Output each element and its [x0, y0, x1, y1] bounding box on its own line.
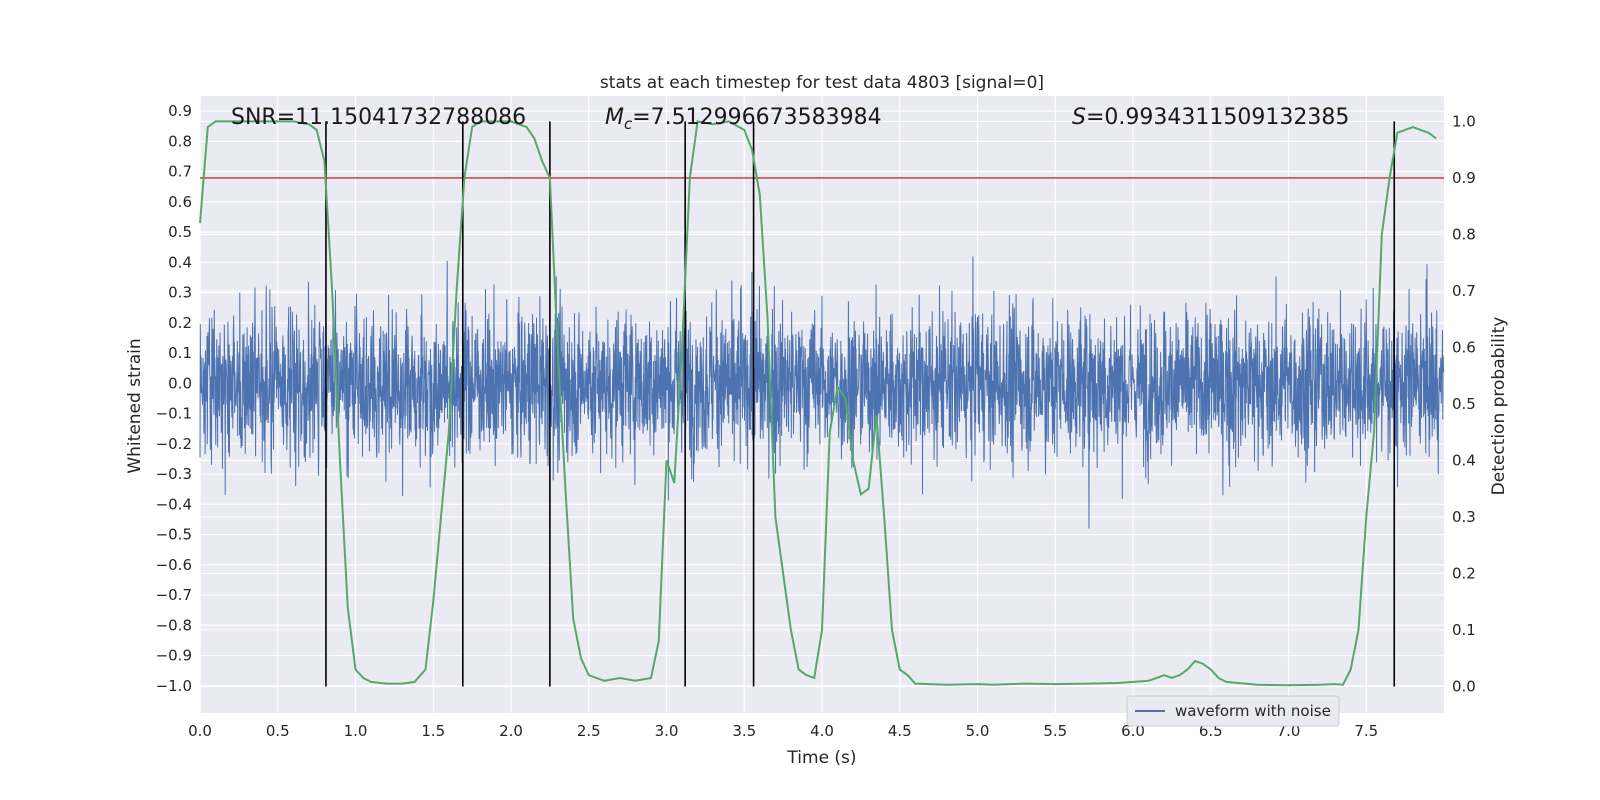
chirp-mass-symbol: M — [605, 105, 624, 130]
y-left-tick-label: 0.3 — [168, 284, 192, 302]
x-tick-label: 1.5 — [421, 722, 445, 740]
y-left-tick-label: −0.5 — [156, 526, 192, 544]
x-tick-label: 2.0 — [499, 722, 523, 740]
y-left-tick-label: −0.9 — [156, 647, 192, 665]
chart-title: stats at each timestep for test data 480… — [600, 73, 1044, 93]
y-left-tick-label: 0.7 — [168, 163, 192, 181]
s-value: =0.9934311509132385 — [1086, 105, 1349, 130]
x-tick-label: 1.0 — [344, 722, 368, 740]
y-right-tick-label: 0.2 — [1452, 564, 1476, 582]
y-right-tick-label: 1.0 — [1452, 112, 1476, 130]
snr-annotation: SNR=11.15041732788086 — [231, 105, 526, 130]
y-left-axis-label: Whitened strain — [125, 338, 145, 473]
detection-probability-line — [199, 120, 1437, 687]
y-right-tick-label: 0.8 — [1452, 225, 1476, 243]
s-annotation: S=0.9934311509132385 — [1072, 105, 1349, 130]
y-left-tick-labels: 0.9 0.8 0.7 0.6 0.5 0.4 0.3 0.2 0.1 0.0 −0.1 −0.2 −0… — [156, 102, 192, 695]
chirp-mass-annotation: Mc=7.512996673583984 — [605, 105, 882, 133]
y-left-tick-label: −0.3 — [156, 465, 192, 483]
x-tick-label: 7.5 — [1354, 722, 1378, 740]
y-right-tick-labels: 1.0 0.9 0.8 0.7 0.6 0.5 0.4 0.3 0.2 0.1 0.0 — [1452, 112, 1476, 695]
y-right-tick-label: 0.9 — [1452, 169, 1476, 187]
noise-series-layer — [199, 256, 1445, 529]
y-left-tick-label: −0.2 — [156, 435, 192, 453]
y-right-tick-label: 0.0 — [1452, 677, 1476, 695]
y-right-tick-label: 0.5 — [1452, 395, 1476, 413]
y-right-tick-label: 0.4 — [1452, 451, 1476, 469]
probability-series-layer — [199, 120, 1437, 687]
waveform-noise-line — [199, 256, 1445, 529]
y-right-axis-label: Detection probability — [1489, 317, 1509, 496]
y-left-tick-label: 0.4 — [168, 253, 192, 271]
y-left-tick-label: −0.1 — [156, 405, 192, 423]
y-left-tick-label: −1.0 — [156, 677, 192, 695]
x-tick-label: 4.5 — [888, 722, 912, 740]
y-left-tick-label: −0.8 — [156, 616, 192, 634]
y-left-tick-label: 0.8 — [168, 132, 192, 150]
y-right-tick-label: 0.3 — [1452, 508, 1476, 526]
x-tick-label: 4.0 — [810, 722, 834, 740]
s-symbol: S — [1072, 105, 1086, 130]
y-left-tick-label: −0.7 — [156, 586, 192, 604]
legend-box — [1126, 695, 1340, 727]
y-left-tick-label: −0.6 — [156, 556, 192, 574]
chirp-mass-subscript: c — [624, 115, 633, 133]
y-right-tick-label: 0.1 — [1452, 621, 1476, 639]
y-left-tick-label: 0.6 — [168, 193, 192, 211]
x-tick-label: 5.5 — [1043, 722, 1067, 740]
y-left-tick-label: −0.4 — [156, 495, 192, 513]
x-tick-label: 3.0 — [655, 722, 679, 740]
x-tick-label: 2.5 — [577, 722, 601, 740]
y-left-tick-label: 0.9 — [168, 102, 192, 120]
x-tick-label: 3.5 — [732, 722, 756, 740]
chirp-mass-value: =7.512996673583984 — [632, 105, 881, 130]
legend: waveform with noise — [1126, 695, 1340, 727]
y-right-tick-label: 0.7 — [1452, 282, 1476, 300]
x-tick-label: 0.0 — [188, 722, 212, 740]
x-tick-label: 5.0 — [966, 722, 990, 740]
x-axis-label: Time (s) — [786, 748, 856, 768]
vertical-marker-layer — [325, 121, 1396, 687]
y-left-tick-label: 0.2 — [168, 314, 192, 332]
x-tick-label: 0.5 — [266, 722, 290, 740]
y-left-tick-label: 0.0 — [168, 374, 192, 392]
y-left-tick-label: 0.5 — [168, 223, 192, 241]
y-right-tick-label: 0.6 — [1452, 338, 1476, 356]
y-left-tick-label: 0.1 — [168, 344, 192, 362]
legend-label-waveform: waveform with noise — [1175, 702, 1331, 720]
